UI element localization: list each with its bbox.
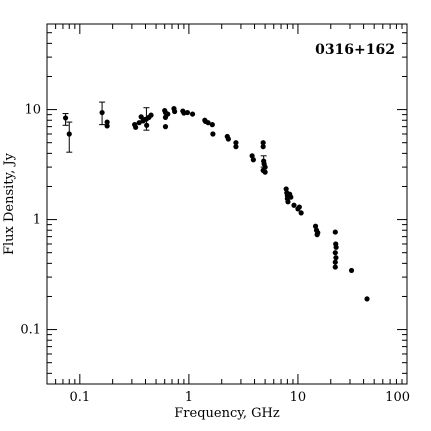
data-point (250, 157, 256, 163)
data-point (66, 131, 72, 137)
data-point (104, 119, 110, 125)
data-point (144, 122, 150, 128)
data-point (233, 144, 239, 150)
data-point (291, 202, 297, 208)
x-tick-label: 1 (185, 390, 193, 405)
x-axis-label: Frequency, GHz (174, 406, 280, 421)
data-point (333, 255, 339, 261)
data-point (364, 296, 370, 302)
data-point (296, 204, 302, 210)
y-tick-label: 1 (33, 213, 41, 228)
data-point (136, 120, 142, 126)
data-point (315, 230, 321, 236)
data-point (288, 194, 294, 200)
data-point (209, 122, 215, 128)
data-point (333, 244, 339, 250)
data-point (285, 199, 291, 205)
data-point (332, 229, 338, 235)
data-point (332, 250, 338, 256)
data-points (62, 101, 370, 302)
data-point (262, 169, 268, 175)
data-point (348, 267, 355, 274)
data-point (172, 108, 178, 115)
data-point (233, 140, 239, 146)
data-point (148, 112, 154, 118)
data-point (184, 109, 191, 116)
data-point (225, 136, 231, 142)
data-point (312, 223, 319, 229)
axis-ticks: 0.1 1 10 100 0.1 1 10 (20, 23, 410, 405)
y-tick-label: 10 (24, 103, 41, 118)
x-tick-label: 10 (290, 390, 307, 405)
data-point (133, 124, 139, 130)
data-point (189, 111, 196, 117)
data-point (205, 120, 211, 126)
y-tick-label: 0.1 (20, 323, 41, 338)
data-point (283, 186, 289, 192)
data-point (332, 259, 338, 265)
source-label: 0316+162 (315, 42, 395, 58)
x-tick-label: 0.1 (69, 390, 90, 405)
y-axis-label: Flux Density, Jy (2, 152, 17, 255)
data-point (99, 109, 105, 116)
data-point (260, 140, 266, 146)
data-point (165, 111, 171, 117)
data-point (62, 115, 69, 121)
data-point (210, 131, 216, 137)
data-point (298, 210, 304, 216)
data-point (104, 123, 110, 129)
x-tick-label: 100 (385, 390, 410, 405)
data-point (249, 153, 255, 159)
data-point (332, 264, 338, 270)
plot-frame (46, 23, 408, 385)
data-point (260, 144, 266, 150)
data-point (162, 124, 169, 130)
